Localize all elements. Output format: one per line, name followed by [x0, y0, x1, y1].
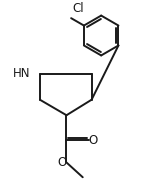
Text: O: O	[88, 134, 98, 147]
Text: O: O	[57, 156, 67, 169]
Text: HN: HN	[13, 67, 30, 80]
Text: Cl: Cl	[73, 2, 84, 15]
